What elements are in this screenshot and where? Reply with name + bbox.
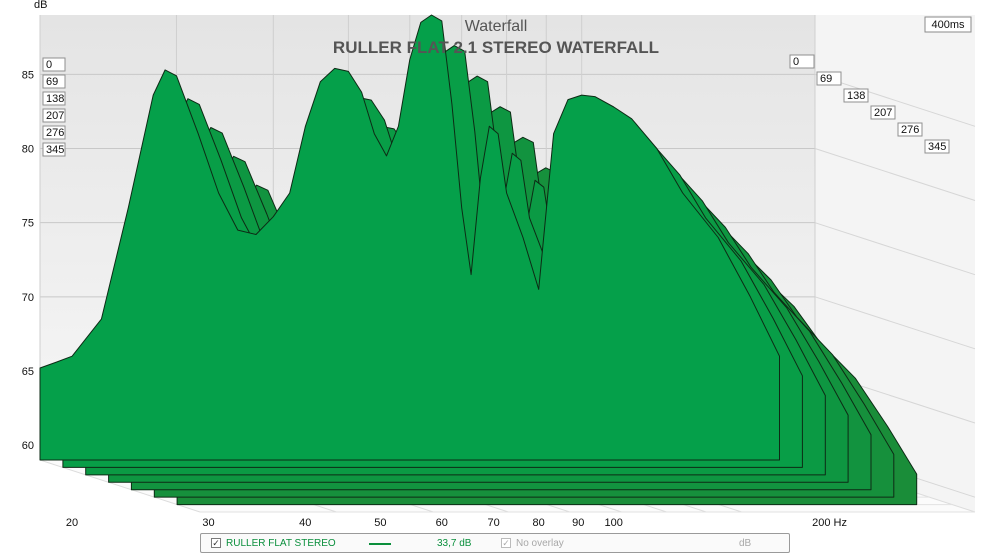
chart-subtitle: RULLER FLAT 2.1 STEREO WATERFALL [333,38,659,57]
x-tick-label: 80 [532,517,544,529]
floor-grid-line [39,459,201,513]
slice-label-left: 138 [46,93,64,105]
slice-tag-left [42,125,66,140]
slice-tag-left [42,74,66,89]
slice-tag-right [843,88,869,103]
waterfall-slice [39,14,780,461]
slice-label-right: 0 [793,56,799,68]
x-tick-label: 40 [299,517,311,529]
x-tick-label: 70 [488,517,500,529]
time-range-label: 400ms [931,19,965,31]
y-tick-label: 65 [22,366,34,378]
axis-ticks: 60 65 70 75 80 85 20 30 40 50 60 70 80 90 100 200 Hz [22,69,847,529]
x-tick-label: 30 [202,517,214,529]
y-tick-label: 75 [22,218,34,230]
x-tick-label: 60 [436,517,448,529]
slice-label-left: 345 [46,144,64,156]
slice-tag-right [816,71,842,86]
slice-tag-right [870,105,896,120]
y-tick-label: 70 [22,292,34,304]
overlay-label: No overlay [516,538,564,549]
chart-title: Waterfall [465,18,528,35]
series-checkbox[interactable]: ✓ [211,538,221,548]
x-tick-label: 100 [605,517,623,529]
x-tick-label: 90 [572,517,584,529]
slice-tag-right [924,139,950,154]
slice-label-left: 0 [46,59,52,71]
series-value: 33,7 dB [437,538,472,549]
slice-tag-left [42,142,66,157]
series-line-swatch [369,543,391,545]
slice-tag-right [789,54,815,69]
y-axis-unit: dB [34,0,47,11]
slice-label-right: 138 [847,90,865,102]
y-tick-label: 60 [22,440,34,452]
y-tick-label: 80 [22,144,34,156]
legend-bar: ✓ RULLER FLAT STEREO 33,7 dB ✓ No overla… [200,533,790,553]
grid-line-depth [814,148,976,201]
slice-tag-left [42,57,66,72]
grid-line-depth [814,73,976,127]
slice-tag-right [897,122,923,137]
time-range-box [924,16,972,33]
x-tick-label: 200 Hz [812,517,847,529]
overlay-checkbox[interactable]: ✓ [501,538,511,548]
slice-label-left: 69 [46,76,58,88]
slice-label-right: 69 [820,73,832,85]
slice-label-right: 345 [928,141,946,153]
slice-label-left: 276 [46,127,64,139]
y-tick-label: 85 [22,69,34,81]
time-slice-labels: 0 69 138 207 276 345 0 69 138 207 276 345 [42,54,950,157]
slice-tag-left [42,91,66,106]
grid-line-depth [814,222,976,276]
slice-tag-left [42,108,66,123]
grid-line-depth [814,296,976,350]
waterfall-slices [39,14,918,506]
overlay-value: dB [739,538,752,549]
slice-label-left: 207 [46,110,64,122]
x-tick-label: 50 [374,517,386,529]
slice-label-right: 207 [874,107,892,119]
series-label: RULLER FLAT STEREO [226,538,336,549]
x-tick-label: 20 [66,517,78,529]
slice-label-right: 276 [901,124,919,136]
